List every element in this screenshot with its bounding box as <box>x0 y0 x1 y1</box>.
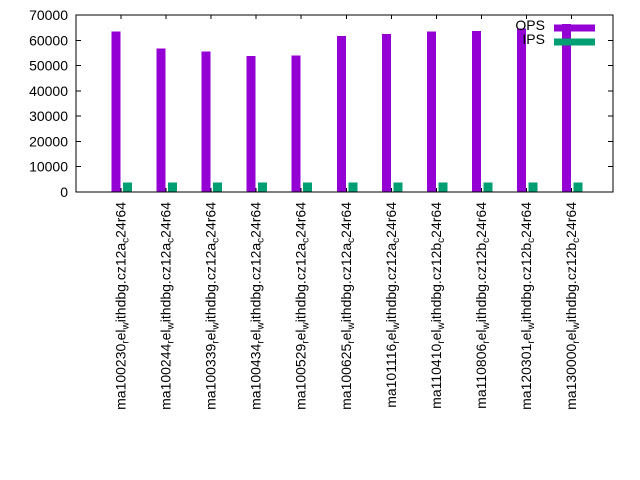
x-category-label: ma100244relwithdbg.cz12ac24r64 <box>158 202 177 410</box>
legend-label-ips: IPS <box>522 31 545 47</box>
y-tick-label: 70000 <box>29 7 68 23</box>
y-tick-label: 40000 <box>29 83 68 99</box>
legend-swatch-ips <box>554 38 595 46</box>
x-category-label: ma110410relwithdbg.cz12bc24r64 <box>428 202 447 409</box>
y-tick-label: 30000 <box>29 108 68 124</box>
ips-bar <box>303 182 313 192</box>
x-category-label: ma100339relwithdbg.cz12ac24r64 <box>203 202 222 410</box>
axes-group <box>75 14 614 193</box>
ops-bar <box>291 55 301 193</box>
x-category-label: ma100625relwithdbg.cz12ac24r64 <box>338 202 357 410</box>
x-category-label: ma130000relwithdbg.cz12bc24r64 <box>563 202 582 410</box>
ips-bar <box>168 182 178 192</box>
y-tick-label: 10000 <box>29 159 68 175</box>
plot-border <box>75 14 614 193</box>
ips-bar <box>123 182 132 192</box>
y-tick-label: 50000 <box>29 58 68 74</box>
y-tick-label: 20000 <box>29 133 68 149</box>
x-category-label: ma100230relwithdbg.cz12ac24r64 <box>113 202 132 410</box>
y-tick-label: 60000 <box>29 32 68 48</box>
x-category-label: ma110806relwithdbg.cz12bc24r64 <box>473 202 492 409</box>
bars-group <box>111 24 583 193</box>
ops-bar <box>426 31 436 193</box>
y-tick-label: 0 <box>60 184 68 200</box>
ips-bar <box>258 182 268 192</box>
legend-label-ops: OPS <box>515 17 545 33</box>
ops-bar <box>336 36 346 192</box>
x-category-label: ma120301relwithdbg.cz12bc24r64 <box>518 202 537 410</box>
ops-bar <box>517 28 526 193</box>
ops-bar <box>111 31 121 193</box>
ips-bar <box>213 182 223 192</box>
x-category-label: ma100529relwithdbg.cz12ac24r64 <box>293 202 312 410</box>
ops-bar <box>381 34 391 192</box>
x-category-label: ma101116relwithdbg.cz12ac24r64 <box>383 202 402 408</box>
x-category-label: ma100434relwithdbg.cz12ac24r64 <box>248 202 267 410</box>
ips-bar <box>573 182 583 192</box>
ops-bar <box>472 30 481 193</box>
ips-bar <box>393 182 403 192</box>
ops-bar <box>201 51 211 193</box>
ips-bar <box>348 182 358 192</box>
ips-bar <box>528 182 538 192</box>
legend-swatch-ops <box>554 24 595 32</box>
ips-bar <box>483 182 493 192</box>
ips-bar <box>438 182 448 192</box>
ops-bar <box>156 48 166 193</box>
ops-bar <box>246 56 256 192</box>
ops-bar <box>562 24 572 192</box>
